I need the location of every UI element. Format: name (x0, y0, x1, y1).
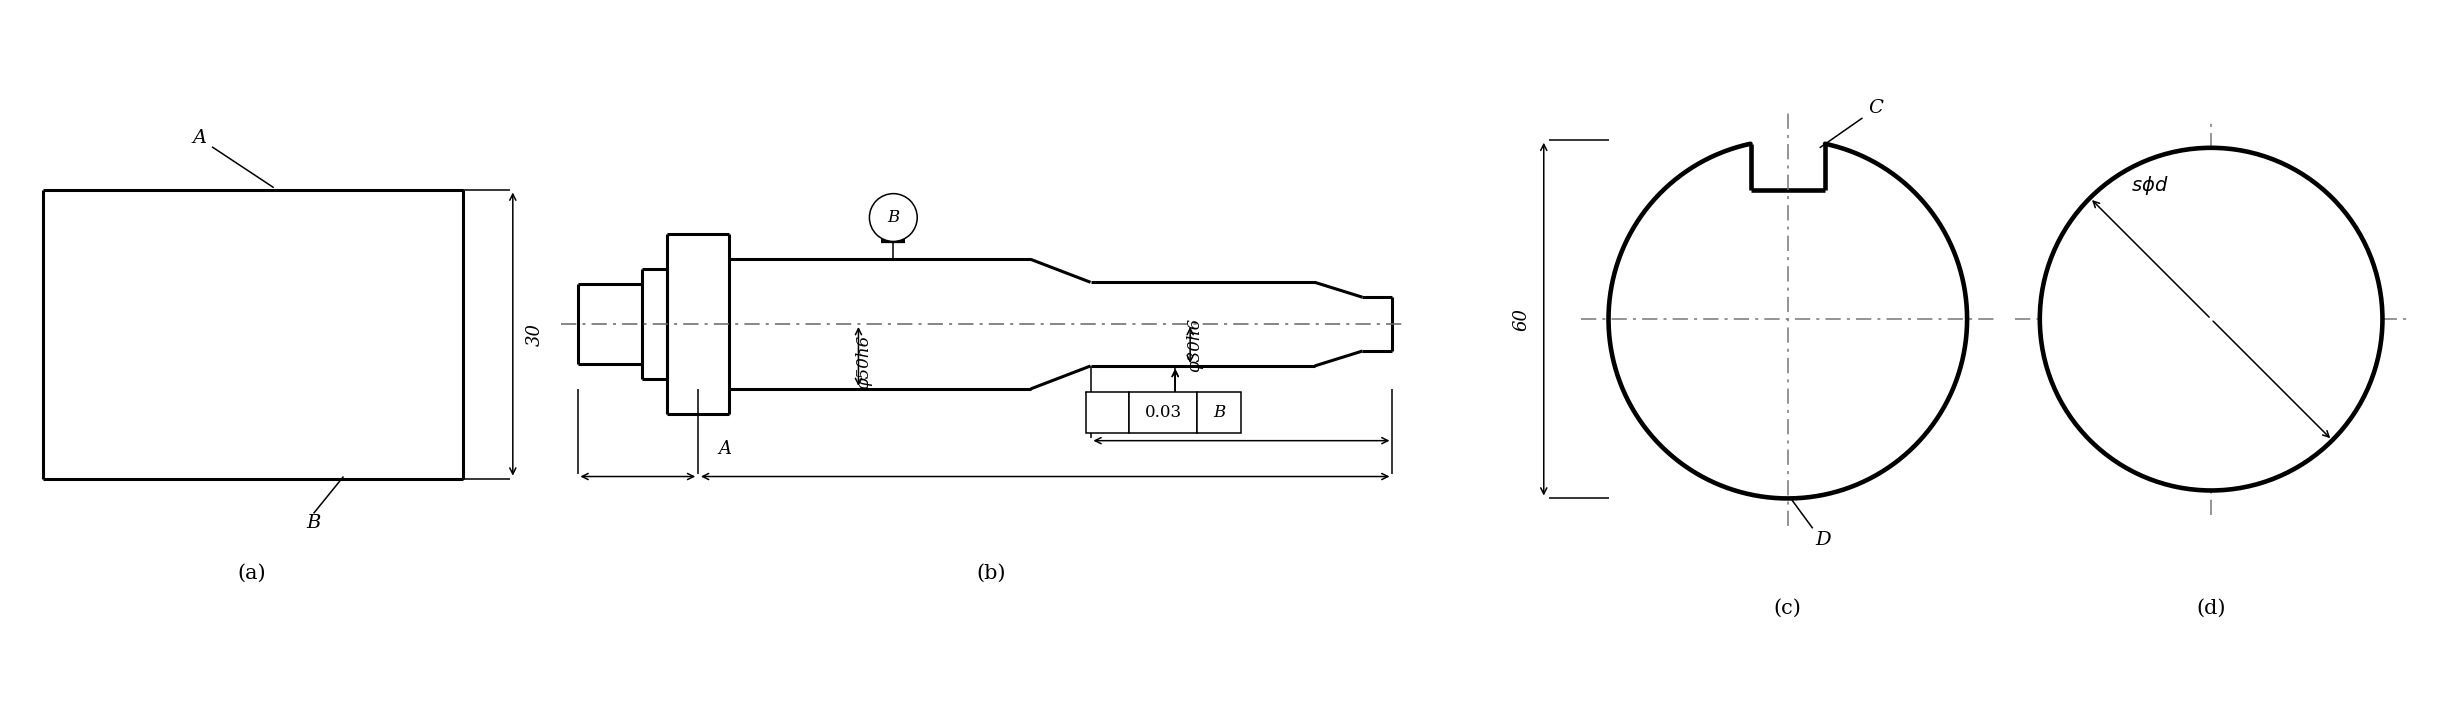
Text: B: B (307, 514, 322, 532)
Text: A: A (717, 440, 732, 457)
Circle shape (870, 194, 916, 242)
Text: φ30h6: φ30h6 (1187, 318, 1204, 372)
Bar (1130, 392, 1197, 432)
Text: 0.03: 0.03 (1145, 403, 1182, 420)
Text: (d): (d) (2197, 598, 2226, 618)
Text: (b): (b) (975, 564, 1005, 583)
Bar (1086, 392, 1130, 432)
Text: 60: 60 (1514, 308, 1531, 330)
Text: D: D (1816, 531, 1830, 549)
Text: B: B (887, 209, 899, 226)
Text: (a): (a) (238, 564, 265, 583)
Bar (1197, 392, 1241, 432)
Text: A: A (192, 129, 206, 147)
Text: 30: 30 (526, 323, 543, 345)
Text: C: C (1867, 99, 1882, 117)
Circle shape (2039, 147, 2383, 491)
Text: B: B (1214, 403, 1226, 420)
Text: φ50h6: φ50h6 (855, 335, 872, 389)
Text: (c): (c) (1774, 598, 1801, 618)
Text: $s\phi d$: $s\phi d$ (2130, 174, 2167, 197)
